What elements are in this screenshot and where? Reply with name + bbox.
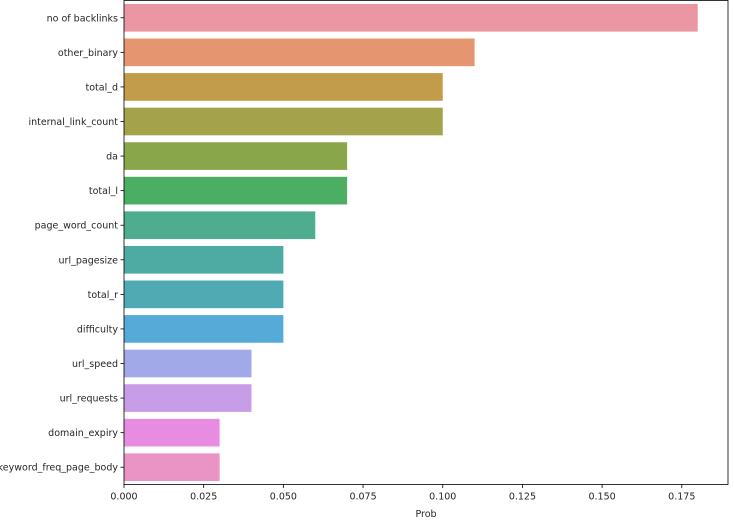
x-tick-label: 0.025: [190, 492, 217, 503]
bar-keyword-freq-page-body: [124, 453, 220, 482]
bar-other-binary: [124, 38, 475, 67]
y-tick-label: difficulty: [77, 324, 118, 335]
bar-internal-link-count: [124, 107, 443, 136]
y-tick-label: domain_expiry: [48, 428, 118, 439]
y-tick-label: internal_link_count: [28, 117, 118, 128]
bar-no-of-backlinks: [124, 3, 698, 32]
y-tick-label: url_pagesize: [59, 255, 119, 266]
y-tick-label: page_word_count: [35, 221, 119, 232]
x-tick-label: 0.125: [509, 492, 536, 503]
bar-url-pagesize: [124, 245, 284, 274]
bar-total-r: [124, 280, 284, 309]
y-tick-label: da: [106, 152, 118, 163]
bar-domain-expiry: [124, 418, 220, 447]
bar-da: [124, 142, 348, 170]
y-tick-label: total_d: [85, 82, 118, 93]
y-tick-label: url_speed: [72, 359, 118, 370]
bar-total-d: [124, 73, 443, 101]
x-axis-label: Prob: [415, 509, 436, 520]
y-tick-label: url_requests: [60, 394, 118, 405]
bar-url-requests: [124, 384, 252, 412]
x-tick-label: 0.175: [668, 492, 695, 503]
x-tick-label: 0.150: [588, 492, 615, 503]
y-tick-label: keyword_freq_page_body: [0, 463, 118, 474]
bar-page-word-count: [124, 211, 316, 240]
y-tick-label: other_binary: [58, 48, 118, 59]
x-tick-label: 0.050: [270, 492, 297, 503]
bar-total-l: [124, 176, 348, 205]
plot-frame: [123, 0, 729, 485]
x-tick-label: 0.075: [349, 492, 376, 503]
x-axis-ticks: 0.000 0.025 0.050 0.075 0.100 0.125 0.150 0.175: [110, 484, 695, 503]
x-tick-label: 0.100: [429, 492, 456, 503]
y-tick-label: total_l: [89, 186, 118, 197]
bars-group: [124, 3, 698, 482]
y-tick-label: total_r: [88, 290, 118, 301]
y-tick-label: no of backlinks: [47, 13, 118, 24]
y-axis-ticks: no of backlinks other_binary total_dintern…: [0, 13, 124, 474]
x-tick-label: 0.000: [110, 492, 137, 503]
bar-url-speed: [124, 349, 252, 378]
bar-difficulty: [124, 315, 284, 343]
